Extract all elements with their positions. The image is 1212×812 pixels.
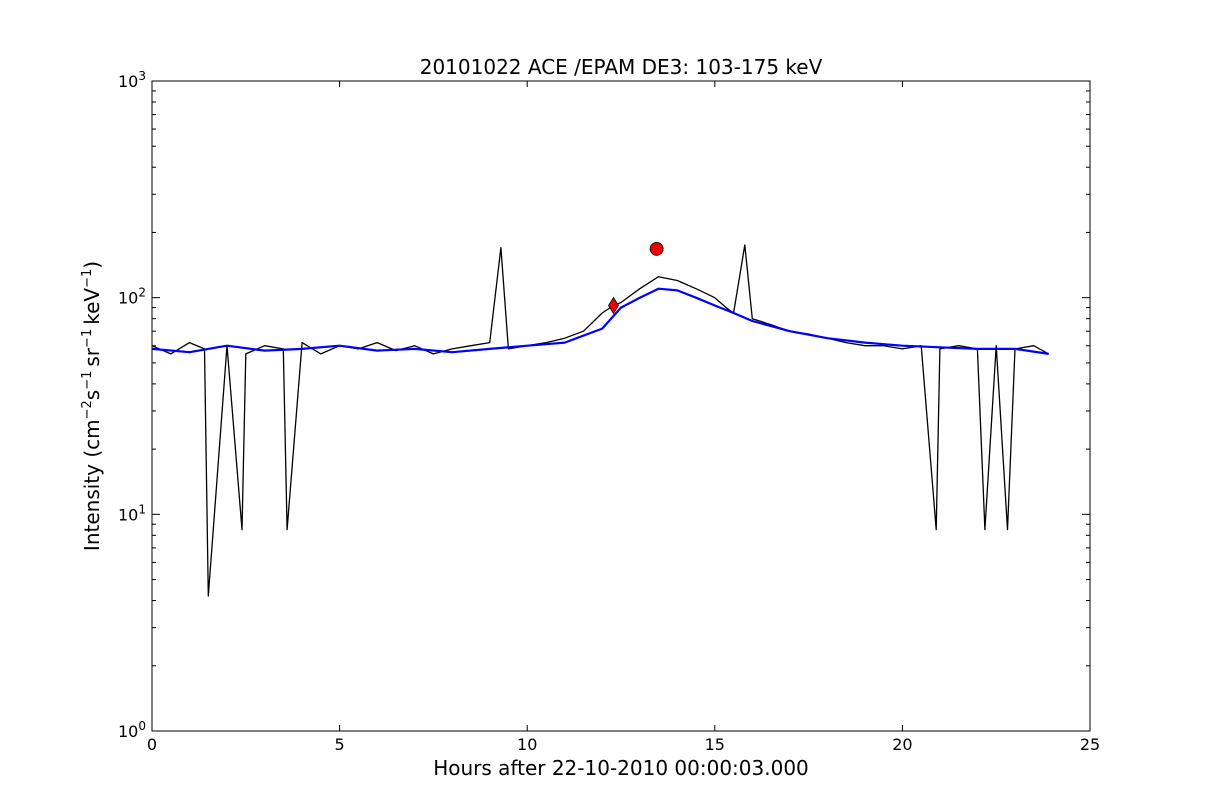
x-tick-label: 5 xyxy=(335,735,345,754)
y-tick-label: 100 xyxy=(118,719,146,741)
x-tick-label: 20 xyxy=(892,735,912,754)
x-tick-label: 25 xyxy=(1080,735,1100,754)
onset-marker-diamond xyxy=(608,296,619,315)
x-axis-label: Hours after 22-10-2010 00:00:03.000 xyxy=(433,756,809,780)
marker-layer xyxy=(608,241,664,315)
plot-frame xyxy=(151,80,1091,732)
peak-marker-circle xyxy=(649,241,664,256)
series-layer xyxy=(152,244,1050,597)
series-line-0 xyxy=(152,244,1050,597)
y-tick-label: 102 xyxy=(118,286,146,308)
y-axis-ticks: 100 101 102 103 xyxy=(118,69,1090,741)
x-tick-label: 15 xyxy=(705,735,725,754)
y-tick-label: 101 xyxy=(118,502,146,524)
chart-title: 20101022 ACE /EPAM DE3: 103-175 keV xyxy=(420,55,823,79)
series-line-1 xyxy=(152,287,1049,355)
x-tick-label: 0 xyxy=(147,735,157,754)
x-axis-ticks: 0 5 10 15 20 25 xyxy=(147,81,1100,754)
y-tick-label: 103 xyxy=(118,69,146,91)
x-tick-label: 10 xyxy=(517,735,537,754)
y-axis-label: Intensity (cm−2s−1sr−1keV−1) xyxy=(80,261,104,551)
